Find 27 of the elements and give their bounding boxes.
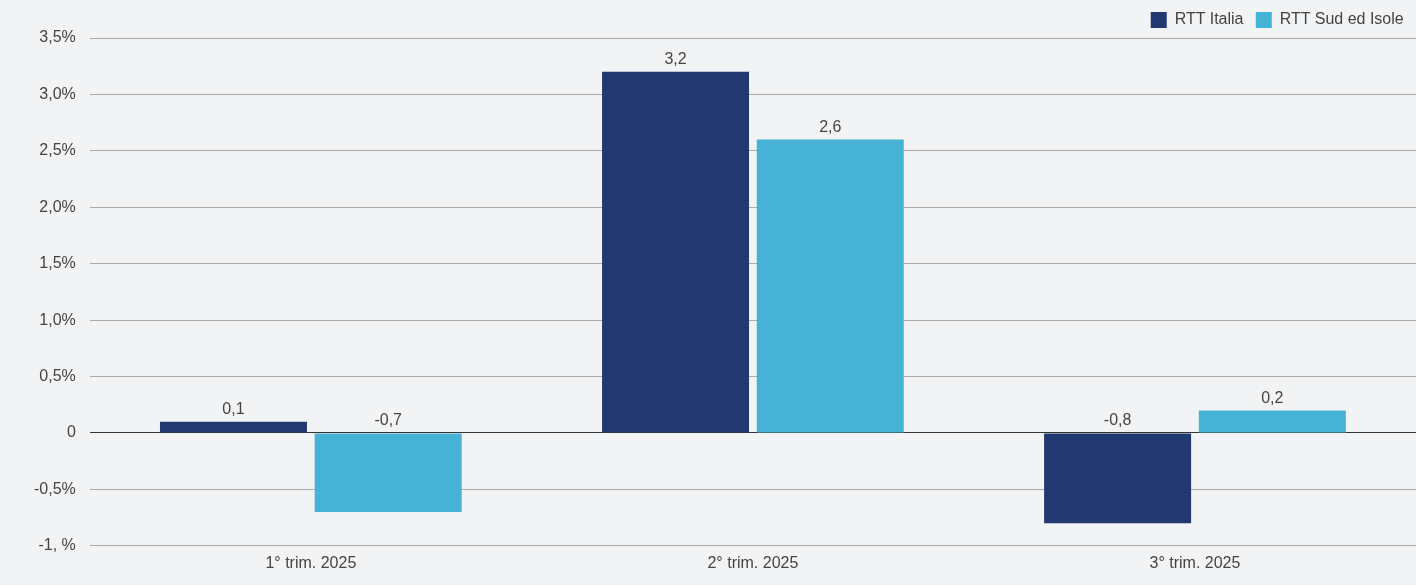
x-tick-label: 2° trim. 2025	[707, 553, 799, 571]
bar	[1044, 433, 1192, 524]
bar	[159, 421, 307, 433]
bar	[314, 433, 462, 512]
y-tick-label: 0	[66, 423, 76, 441]
y-tick-label: 2,5%	[39, 141, 76, 159]
y-tick-label: 2,0%	[39, 197, 76, 215]
data-label: 0,1	[222, 400, 245, 418]
legend-label: RTT Italia	[1174, 10, 1244, 28]
bar	[756, 139, 904, 433]
y-tick-label: -0,5%	[34, 479, 76, 497]
x-tick-label: 3° trim. 2025	[1149, 553, 1241, 571]
legend-label: RTT Sud ed Isole	[1279, 10, 1404, 28]
data-label: -0,8	[1103, 411, 1132, 429]
data-label: 3,2	[664, 50, 687, 68]
y-tick-label: 1,5%	[39, 254, 76, 272]
bar	[1198, 410, 1346, 433]
y-tick-label: 3,0%	[39, 84, 76, 102]
y-tick-label: -1, %	[38, 536, 76, 554]
bar	[602, 71, 750, 433]
y-tick-label: 1,0%	[39, 310, 76, 328]
y-tick-label: 0,5%	[39, 366, 76, 384]
data-label: 2,6	[819, 117, 842, 135]
y-tick-label: 3,5%	[39, 28, 76, 46]
data-label: 0,2	[1261, 388, 1284, 406]
data-label: -0,7	[374, 411, 403, 429]
x-tick-label: 1° trim. 2025	[265, 553, 357, 571]
